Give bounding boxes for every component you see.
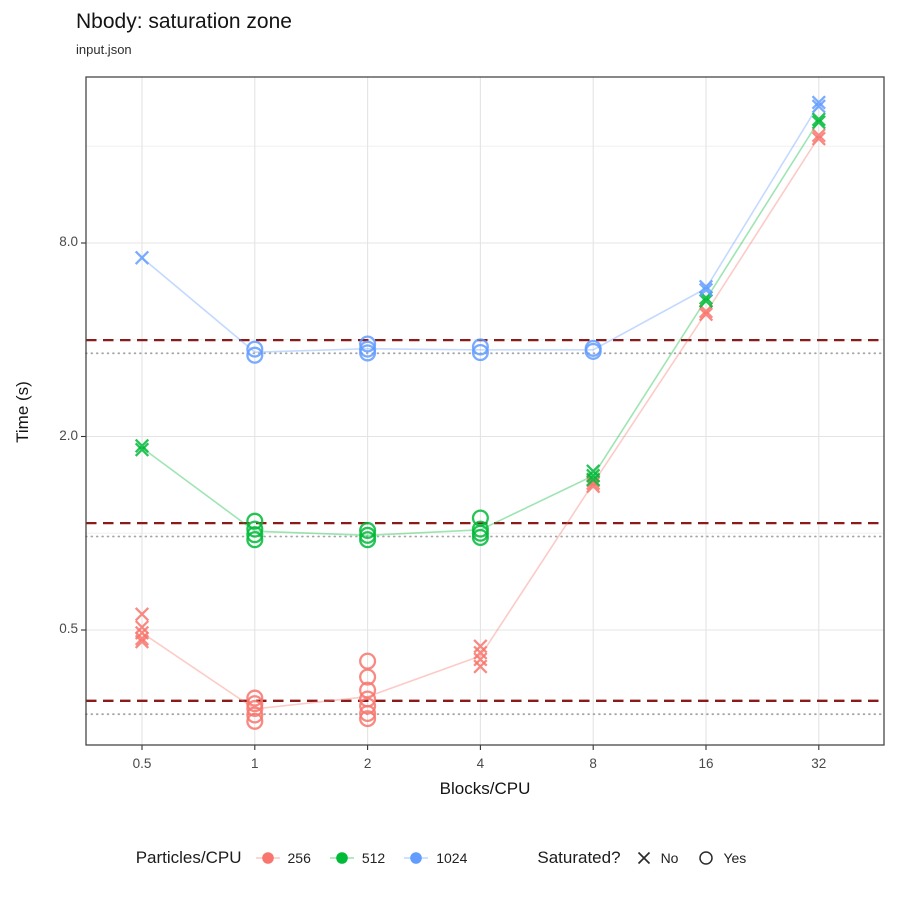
data-point-x — [698, 307, 714, 322]
x-tick-label-2: 2 — [363, 756, 372, 771]
x-tick-label-1: 1 — [251, 756, 259, 771]
data-point-x — [586, 472, 601, 487]
legend-item-saturated-no: No — [634, 848, 679, 868]
x-tick-label-4: 4 — [476, 756, 485, 771]
data-point-circle — [246, 526, 264, 544]
chart-subtitle: input.json — [76, 42, 132, 57]
data-point-circle — [359, 697, 377, 715]
data-point-circle — [471, 528, 489, 547]
legend-item-512: 512 — [329, 849, 385, 867]
data-point-circle — [471, 338, 489, 356]
data-point-circle — [246, 520, 264, 538]
data-point-x — [698, 293, 714, 309]
legend-color-title: Particles/CPU — [135, 848, 242, 867]
legend-key-dot-icon — [404, 852, 429, 864]
legend-label: 256 — [287, 850, 311, 866]
legend-key-dot-icon — [255, 852, 280, 864]
legend-shape-title: Saturated? — [537, 848, 621, 867]
data-point-x — [811, 115, 826, 130]
x-tick-label-8: 8 — [589, 756, 597, 771]
data-point-x — [134, 631, 150, 646]
data-point-circle — [246, 689, 264, 707]
data-point-circle — [246, 512, 264, 530]
axis-tick-marks — [81, 242, 820, 750]
x-shape-icon — [637, 851, 650, 865]
y-tick-label-2.0: 2.0 — [59, 427, 78, 443]
legend-key-dot-icon — [329, 852, 354, 864]
data-point-x — [586, 468, 601, 483]
data-point-x — [811, 99, 826, 114]
y-tick-label-0.5: 0.5 — [59, 621, 78, 636]
circle-shape-icon — [699, 851, 714, 865]
data-point-circle — [471, 343, 489, 362]
legend-shape-items: No Yes — [634, 848, 765, 868]
data-point-x — [698, 282, 714, 297]
data-point-x — [134, 438, 150, 453]
legend-label: 1024 — [436, 850, 468, 866]
legend-label: 512 — [361, 850, 386, 866]
y-axis-label: Time (s) — [13, 381, 32, 443]
data-point-circle — [359, 704, 377, 722]
data-point-x — [811, 131, 826, 146]
data-point-circle — [359, 531, 377, 549]
x-tick-label-32: 32 — [811, 756, 827, 771]
x-axis-label: Blocks/CPU — [439, 779, 531, 798]
data-point-x — [134, 607, 150, 622]
data-point-circle — [246, 712, 264, 730]
data-point-circle — [359, 710, 377, 728]
series-points-256 — [134, 128, 826, 730]
legend-label: Yes — [723, 850, 747, 866]
data-point-x — [134, 442, 150, 457]
legend-item-saturated-yes: Yes — [696, 848, 746, 868]
legend: Particles/CPU 256 512 1024 Saturated? No Ye… — [0, 845, 900, 871]
y-tick-label-8.0: 8.0 — [59, 234, 78, 249]
data-point-x — [134, 620, 150, 635]
data-point-x — [811, 112, 826, 127]
panel-border — [85, 76, 885, 746]
data-point-circle — [359, 344, 377, 362]
legend-label: No — [660, 850, 679, 866]
data-point-circle — [584, 342, 602, 360]
data-point-x — [134, 634, 150, 649]
series-points-1024 — [134, 95, 826, 364]
x-tick-label-0.5: 0.5 — [132, 756, 152, 771]
data-point-circle — [246, 699, 264, 718]
data-point-x — [698, 279, 714, 294]
gridlines — [86, 77, 884, 745]
data-point-circle — [246, 706, 264, 724]
data-point-x — [811, 95, 826, 110]
legend-color-items: 256 512 1024 — [255, 849, 486, 867]
data-point-circle — [246, 695, 264, 713]
data-point-circle — [246, 531, 264, 549]
data-point-x — [698, 304, 714, 319]
data-point-x — [473, 645, 488, 660]
data-point-circle — [246, 346, 264, 364]
data-point-x — [473, 659, 488, 674]
data-point-circle — [246, 340, 264, 358]
legend-item-1024: 1024 — [403, 849, 467, 867]
series-points-512 — [134, 112, 826, 549]
data-point-circle — [359, 521, 377, 540]
data-point-x — [811, 128, 826, 143]
data-point-circle — [359, 668, 377, 686]
data-point-circle — [359, 526, 377, 544]
chart-title: Nbody: saturation zone — [76, 10, 292, 33]
x-tick-label-16: 16 — [698, 756, 714, 771]
legend-item-256: 256 — [255, 849, 311, 867]
data-point-x — [134, 250, 150, 265]
data-point-x — [473, 639, 488, 654]
data-point-circle — [359, 335, 377, 353]
